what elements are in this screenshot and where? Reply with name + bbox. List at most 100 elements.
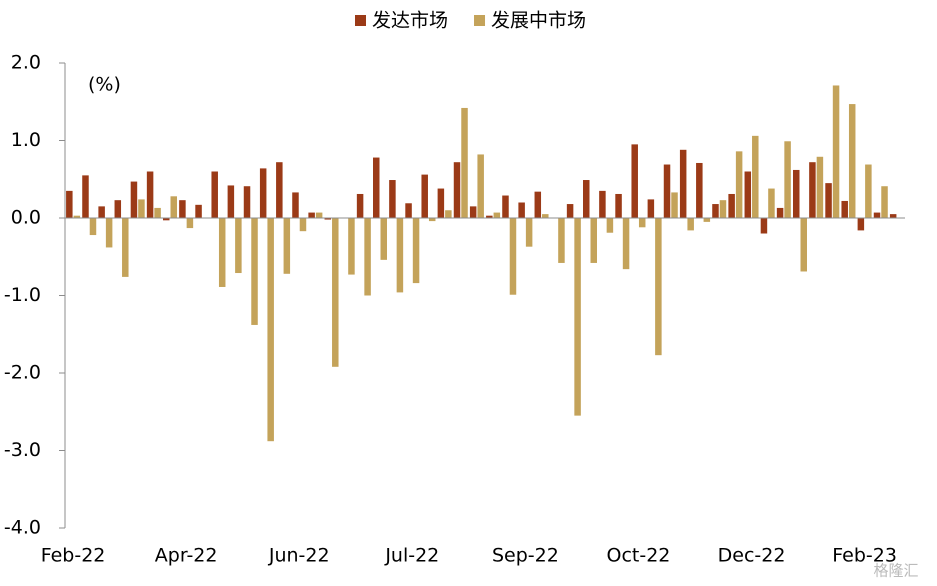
bar: [599, 190, 606, 218]
legend-label: 发展中市场: [491, 10, 586, 32]
bar: [299, 218, 307, 232]
y-tick-label: -3.0: [4, 439, 41, 461]
bar: [373, 157, 380, 218]
bar: [186, 218, 194, 229]
bar: [486, 215, 493, 218]
bar: [105, 218, 113, 248]
bar: [324, 218, 332, 220]
bar: [776, 207, 784, 218]
bar: [809, 162, 816, 218]
bar: [735, 151, 743, 218]
bar: [292, 192, 299, 218]
bar: [364, 218, 371, 296]
bar: [744, 171, 752, 218]
legend-swatch: [474, 15, 486, 26]
bar: [566, 204, 574, 218]
legend-swatch: [355, 15, 366, 26]
bar: [728, 193, 735, 218]
bar: [138, 199, 145, 218]
bar: [276, 162, 283, 218]
bar: [179, 200, 186, 218]
legend-label: 发达市场: [372, 10, 448, 32]
bar: [534, 191, 542, 218]
bar: [752, 135, 759, 218]
bar: [66, 190, 73, 218]
bar: [712, 204, 719, 218]
bar: [122, 218, 129, 277]
bar: [615, 193, 622, 218]
bar: [170, 196, 177, 218]
bar: [428, 218, 436, 222]
bar: [825, 183, 832, 218]
bar: [631, 144, 638, 218]
bar: [315, 212, 323, 218]
bar: [283, 218, 291, 274]
bar: [73, 215, 81, 218]
bar: [647, 199, 655, 218]
bar: [768, 188, 775, 218]
bar: [227, 185, 235, 218]
bar: [389, 180, 396, 218]
x-tick-label: Sep-22: [492, 545, 559, 567]
bar: [509, 218, 517, 295]
bar: [800, 218, 807, 272]
bar: [195, 204, 202, 218]
y-tick-label: -4.0: [4, 517, 41, 539]
y-tick-label: -1.0: [4, 284, 41, 306]
y-tick-label: -2.0: [4, 362, 41, 384]
bar: [412, 218, 420, 284]
bar: [130, 181, 138, 218]
bar: [461, 107, 468, 218]
bar: [848, 104, 856, 218]
bar: [445, 210, 452, 218]
bar: [267, 218, 274, 442]
bar: [146, 171, 154, 218]
bar: [114, 200, 122, 218]
bar: [558, 218, 565, 263]
y-tick-label: 2.0: [11, 52, 41, 74]
bar: [889, 214, 897, 218]
bar: [98, 206, 105, 218]
bar: [784, 141, 791, 218]
bar: [421, 174, 428, 218]
bar: [832, 85, 840, 218]
bar: [453, 162, 461, 218]
bar: [405, 203, 412, 218]
bar: [574, 218, 581, 416]
bar: [163, 218, 170, 221]
bar: [493, 212, 501, 218]
bar: [873, 212, 881, 218]
bar: [332, 218, 339, 367]
bar: [865, 164, 872, 218]
bar: [719, 200, 727, 218]
y-tick-label: 1.0: [11, 129, 41, 151]
bar: [218, 218, 226, 287]
bar: [477, 154, 484, 218]
x-tick-label: Dec-22: [718, 545, 786, 567]
bar: [655, 218, 662, 356]
bar: [82, 175, 89, 218]
x-tick-label: Feb-22: [41, 545, 106, 567]
bar: [525, 218, 533, 247]
x-tick-label: Apr-22: [155, 545, 218, 567]
bar: [622, 218, 630, 270]
bar: [469, 206, 477, 218]
bar: [437, 188, 445, 218]
bar: [687, 218, 694, 231]
bar: [259, 168, 267, 218]
y-tick-label: 0.0: [11, 207, 41, 229]
bar: [211, 171, 218, 218]
bar: [502, 195, 509, 218]
x-tick-label: Jun-22: [268, 545, 330, 567]
bar: [396, 218, 404, 293]
bar: [696, 162, 703, 218]
unit-annotation: (%): [88, 74, 121, 96]
bar: [356, 193, 364, 218]
bar: [348, 218, 355, 275]
bar: [663, 164, 671, 218]
bar: [703, 218, 711, 222]
bar: [583, 180, 590, 218]
bar: [881, 186, 888, 218]
bar: [606, 218, 614, 233]
